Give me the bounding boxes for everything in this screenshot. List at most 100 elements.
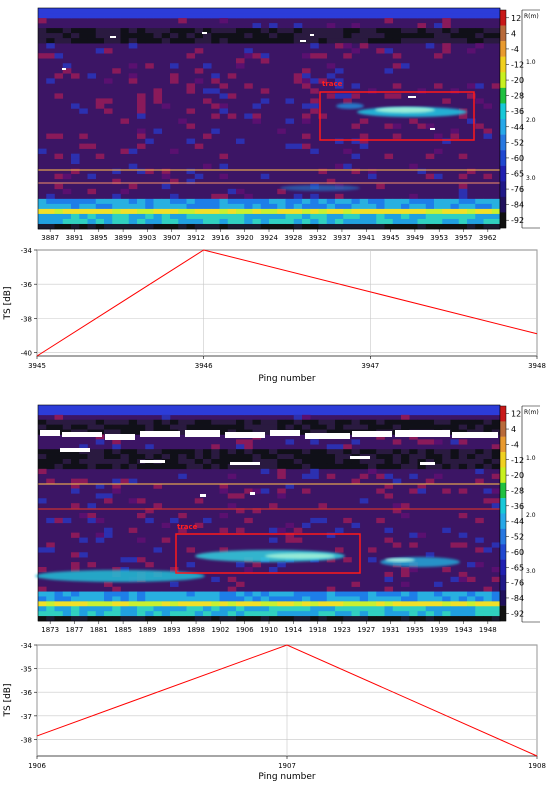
ts-plot-1-ticks: 3945 3946 3947 3948 -34 -36 -38 -40 xyxy=(21,247,546,370)
echogram-2-x-ticks: 1873 1877 1881 1885 1889 1893 1898 1902 1906 1910… xyxy=(41,621,497,634)
echogram-1-trace-box xyxy=(319,91,475,141)
x-tick-label: 1898 xyxy=(187,626,205,634)
range-axis-1-label: R(m) xyxy=(524,13,539,20)
x-tick-label: 3895 xyxy=(90,234,108,242)
y-tick-label: -35 xyxy=(21,666,32,674)
x-tick-label: 1943 xyxy=(455,626,473,634)
svg-text:-84: -84 xyxy=(511,594,524,603)
ts-plot-1-area xyxy=(36,249,538,357)
x-tick-label: 3916 xyxy=(211,234,229,242)
svg-text:-28: -28 xyxy=(511,92,524,101)
svg-text:-20: -20 xyxy=(511,76,524,85)
x-tick-label: 1914 xyxy=(284,626,302,634)
svg-text:-52: -52 xyxy=(511,138,524,147)
svg-text:-65: -65 xyxy=(511,170,524,179)
range-axis-1: R(m) 1.0 2.0 3.0 xyxy=(521,9,540,229)
x-tick-label: 1923 xyxy=(333,626,351,634)
y-tick-label: -34 xyxy=(21,247,33,255)
x-tick-label: 3903 xyxy=(139,234,157,242)
svg-text:-76: -76 xyxy=(511,579,524,588)
x-tick-label: 1902 xyxy=(211,626,229,634)
echogram-1-trace-label: trace xyxy=(322,80,343,88)
x-tick-label: 1948 xyxy=(479,626,497,634)
svg-text:-20: -20 xyxy=(511,471,524,480)
x-tick-label: 3928 xyxy=(284,234,302,242)
colorbar-2-labels: 12 4 -4 -12 -20 -28 -36 -44 -52 -60 -65 -76 -84 -92 xyxy=(506,410,524,618)
x-tick-label: 3949 xyxy=(406,234,424,242)
ts-plot-1-ylabel: TS [dB] xyxy=(3,287,13,321)
x-tick-label: 1918 xyxy=(309,626,327,634)
x-tick-label: 3945 xyxy=(28,362,46,370)
svg-text:-60: -60 xyxy=(511,154,524,163)
colorbar-1-labels: 12 4 -4 -12 -20 -28 -36 -44 -52 -60 -65 -76 -84 -92 xyxy=(506,14,524,225)
ts-plot-2-xlabel: Ping number xyxy=(258,772,315,782)
range-tick-1-2: 3.0 xyxy=(526,175,536,182)
echogram-1-echoes xyxy=(38,32,500,191)
svg-text:-76: -76 xyxy=(511,185,524,194)
x-tick-label: 3912 xyxy=(187,234,205,242)
x-tick-label: 1893 xyxy=(163,626,181,634)
svg-text:4: 4 xyxy=(511,29,516,38)
y-tick-label: -34 xyxy=(21,642,33,650)
x-tick-label: 1910 xyxy=(260,626,278,634)
x-tick-label: 3924 xyxy=(260,234,278,242)
x-tick-label: 3937 xyxy=(333,234,351,242)
x-tick-label: 1885 xyxy=(114,626,132,634)
x-tick-label: 1906 xyxy=(236,626,254,634)
x-tick-label: 3962 xyxy=(479,234,497,242)
ts-plot-1: 3945 3946 3947 3948 -34 -36 -38 -40 Ping number… xyxy=(3,247,546,384)
range-tick-2-0: 1.0 xyxy=(526,455,536,462)
ts-plot-1-grid xyxy=(36,249,538,356)
y-tick-label: -36 xyxy=(21,689,33,697)
echogram-1-cells xyxy=(38,8,501,230)
x-tick-label: 3947 xyxy=(361,362,379,370)
svg-text:12: 12 xyxy=(511,14,521,23)
x-tick-label: 1877 xyxy=(66,626,84,634)
x-tick-label: 1907 xyxy=(278,762,296,770)
x-tick-label: 1889 xyxy=(139,626,157,634)
svg-text:12: 12 xyxy=(511,410,521,419)
x-tick-label: 1939 xyxy=(430,626,448,634)
svg-text:-28: -28 xyxy=(511,486,524,495)
x-tick-label: 3899 xyxy=(114,234,132,242)
ts-plot-2-ticks: 1906 1907 1908 -34 -35 -36 -37 -38 xyxy=(21,642,546,770)
colorbar-2: 12 4 -4 -12 -20 -28 -36 -44 -52 -60 -65 -76 -84 -92 R… xyxy=(499,405,540,623)
y-tick-label: -38 xyxy=(21,736,32,744)
y-tick-label: -36 xyxy=(21,281,33,289)
colorbar-1: 12 4 -4 -12 -20 -28 -36 -44 -52 -60 -65 -76 -84 -92 R… xyxy=(499,9,540,229)
svg-text:-92: -92 xyxy=(511,216,524,225)
svg-text:-44: -44 xyxy=(511,517,524,526)
svg-text:-36: -36 xyxy=(511,502,524,511)
echogram-1-x-ticks: 3887 3891 3895 3899 3903 3907 3912 3916 3920 3924… xyxy=(41,229,497,242)
svg-text:-92: -92 xyxy=(511,609,524,618)
svg-text:-12: -12 xyxy=(511,61,524,70)
echogram-2-trace-box xyxy=(175,533,361,574)
x-tick-label: 3920 xyxy=(236,234,254,242)
colorbar-2-swatches xyxy=(499,405,507,622)
x-tick-label: 1927 xyxy=(357,626,375,634)
x-tick-label: 1931 xyxy=(382,626,400,634)
x-tick-label: 1906 xyxy=(28,762,46,770)
x-tick-label: 3957 xyxy=(455,234,473,242)
range-tick-1-1: 2.0 xyxy=(526,117,536,124)
x-tick-label: 3932 xyxy=(309,234,327,242)
x-tick-label: 3887 xyxy=(41,234,59,242)
svg-text:-36: -36 xyxy=(511,107,524,116)
x-tick-label: 1881 xyxy=(90,626,108,634)
x-tick-label: 1873 xyxy=(41,626,59,634)
svg-text:-84: -84 xyxy=(511,201,524,210)
echogram-2-trace-label: trace xyxy=(177,523,198,531)
ts-plot-1-series-line xyxy=(36,249,538,357)
range-axis-2: R(m) 1.0 2.0 3.0 xyxy=(521,405,540,623)
echogram-1: 3887 3891 3895 3899 3903 3907 3912 3916 3920 3924… xyxy=(37,7,501,242)
range-tick-2-1: 2.0 xyxy=(526,512,536,519)
x-tick-label: 1908 xyxy=(528,762,546,770)
range-tick-1-0: 1.0 xyxy=(526,59,536,66)
x-tick-label: 3941 xyxy=(357,234,375,242)
svg-text:-44: -44 xyxy=(511,123,524,132)
svg-text:-65: -65 xyxy=(511,563,524,572)
range-axis-2-label: R(m) xyxy=(524,409,539,416)
svg-text:-4: -4 xyxy=(511,45,519,54)
svg-text:-12: -12 xyxy=(511,456,524,465)
